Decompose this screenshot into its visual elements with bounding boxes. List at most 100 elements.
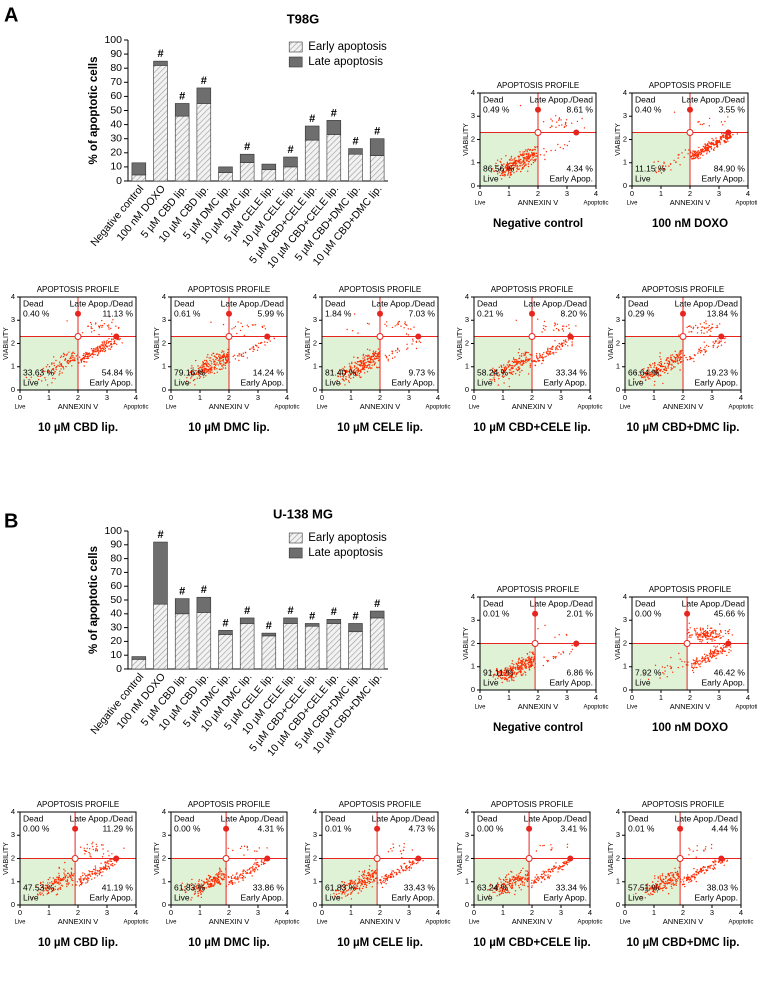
event-dot <box>725 140 727 143</box>
event-dot <box>558 119 560 122</box>
event-dot <box>533 360 535 362</box>
event-dot <box>371 886 373 888</box>
event-dot <box>98 325 100 327</box>
event-dot <box>369 865 371 867</box>
event-dot <box>65 874 67 876</box>
event-dot <box>230 876 232 878</box>
event-dot <box>690 876 692 878</box>
x-axis-label: ANNEXIN V <box>518 198 558 207</box>
event-dot <box>47 364 49 366</box>
event-dot <box>255 859 257 861</box>
bar-segment <box>348 623 363 633</box>
event-dot <box>363 871 366 873</box>
event-dot <box>211 363 213 365</box>
event-dot <box>25 376 28 379</box>
x-tick-label: 0 <box>630 693 634 702</box>
x-axis-label: ANNEXIN V <box>670 702 710 711</box>
event-dot <box>529 666 531 668</box>
event-dot <box>60 878 62 880</box>
event-dot <box>719 323 721 325</box>
event-dot <box>704 350 707 353</box>
event-dot <box>515 163 517 166</box>
gate-handle <box>374 825 381 832</box>
event-dot <box>565 119 568 121</box>
event-dot <box>520 869 522 872</box>
event-dot <box>709 635 712 637</box>
event-dot <box>515 675 517 677</box>
event-dot <box>371 873 373 875</box>
quadrant-value: 33.34 % <box>556 882 588 892</box>
quadrant-name: Late Apop./Dead <box>682 94 746 104</box>
event-dot <box>218 873 220 875</box>
event-dot <box>510 879 512 881</box>
plot-title: 10 µM DMC lip. <box>188 422 269 434</box>
event-dot <box>700 332 703 334</box>
event-dot <box>511 878 514 880</box>
event-dot <box>712 654 715 657</box>
event-dot <box>723 646 725 649</box>
event-dot <box>52 377 54 379</box>
event-dot <box>520 666 522 668</box>
event-dot <box>515 170 518 172</box>
event-dot <box>361 365 363 367</box>
event-dot <box>709 329 711 331</box>
event-dot <box>711 864 713 866</box>
event-dot <box>111 321 113 324</box>
x-end-label: Apoptotic <box>425 920 450 926</box>
event-dot <box>551 870 554 872</box>
event-dot <box>192 370 194 373</box>
event-dot <box>718 139 720 142</box>
quadrant-events <box>227 845 268 856</box>
event-dot <box>688 847 690 849</box>
event-dot <box>513 671 516 673</box>
event-dot <box>657 160 659 163</box>
event-dot <box>499 174 501 177</box>
event-dot <box>675 884 677 886</box>
event-dot <box>368 874 370 877</box>
event-dot <box>684 661 686 663</box>
event-dot <box>496 165 498 167</box>
event-dot <box>260 863 263 866</box>
event-dot <box>514 157 516 159</box>
event-dot <box>717 342 720 344</box>
event-dot <box>207 885 209 887</box>
event-dot <box>525 163 527 165</box>
plot-title: Negative control <box>493 218 583 230</box>
event-dot <box>517 165 519 168</box>
event-dot <box>664 368 666 370</box>
event-dot <box>674 867 676 870</box>
event-dot <box>238 353 240 355</box>
event-dot <box>218 867 221 869</box>
event-dot <box>91 349 94 351</box>
event-dot <box>242 355 245 357</box>
event-dot <box>86 353 88 355</box>
event-dot <box>99 350 102 353</box>
event-dot <box>695 662 697 665</box>
event-dot <box>70 879 73 881</box>
event-dot <box>207 881 209 883</box>
event-dot <box>112 319 114 321</box>
x-tick-label: 3 <box>407 908 411 917</box>
event-dot <box>372 874 374 877</box>
event-dot <box>79 846 82 848</box>
event-dot <box>244 871 247 873</box>
quadrant-name: Early Apop. <box>695 377 738 387</box>
event-dot <box>102 347 104 350</box>
event-dot <box>246 846 248 849</box>
event-dot <box>700 636 702 638</box>
event-dot <box>547 660 550 662</box>
event-dot <box>696 870 698 872</box>
event-dot <box>660 363 663 366</box>
significance-mark: # <box>201 584 207 596</box>
event-dot <box>506 678 509 680</box>
event-dot <box>360 360 362 362</box>
x-tick-label: 3 <box>105 393 109 402</box>
event-dot <box>221 879 224 881</box>
gate-handle <box>377 310 383 317</box>
event-dot <box>522 673 524 675</box>
x-axis-label: ANNEXIN V <box>360 402 400 411</box>
event-dot <box>708 324 710 327</box>
event-dot <box>719 623 721 625</box>
event-dot <box>104 347 107 350</box>
event-dot <box>47 878 49 881</box>
